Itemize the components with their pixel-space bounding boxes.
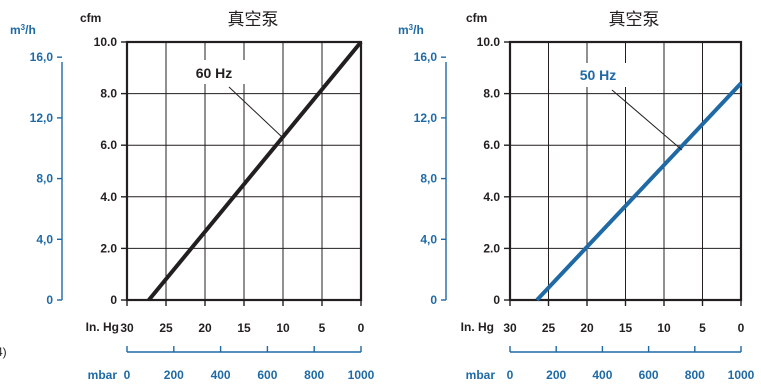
mbar-tick-label: 1000 — [348, 368, 375, 382]
annotation-leader — [611, 89, 683, 151]
series-line — [147, 40, 363, 302]
m3h-tick-label: 4,0 — [36, 232, 53, 246]
series-layer — [535, 81, 743, 302]
page-fragment-label: 4) — [0, 345, 7, 359]
m3h-tick-label: 0 — [46, 293, 53, 307]
inhg-tick-label: 5 — [699, 321, 706, 335]
inhg-tick-label: 0 — [358, 321, 365, 335]
series-line — [535, 81, 743, 302]
mbar-tick-label: 200 — [164, 368, 184, 382]
mbar-tick-label: 200 — [546, 368, 566, 382]
mbar-tick-label: 800 — [304, 368, 324, 382]
series-annotation: 60 Hz — [196, 65, 233, 81]
cfm-tick-label: 2.0 — [100, 241, 117, 255]
mbar-tick-label: 0 — [124, 368, 131, 382]
inhg-axis-unit: In. Hg — [86, 320, 119, 334]
mbar-tick-label: 0 — [507, 368, 514, 382]
series-layer — [147, 40, 363, 302]
m3h-tick-label: 8,0 — [420, 172, 437, 186]
mbar-axis-unit: mbar — [88, 368, 118, 382]
inhg-tick-label: 20 — [198, 321, 212, 335]
inhg-tick-label: 20 — [580, 321, 594, 335]
m3h-tick-labels: 0 4,0 8,0 12,0 16,0 — [414, 50, 446, 307]
m3h-tick-label: 8,0 — [36, 172, 53, 186]
inhg-tick-label: 15 — [619, 321, 633, 335]
mbar-tick-label: 600 — [639, 368, 659, 382]
chart-title: 真空泵 — [609, 10, 660, 30]
mbar-tick-labels: 0 200 400 600 800 1000 — [124, 346, 375, 382]
annotation-leader — [228, 86, 283, 138]
cfm-tick-label: 0 — [493, 293, 500, 307]
inhg-tick-label: 0 — [738, 321, 745, 335]
cfm-tick-label: 10.0 — [94, 35, 118, 49]
inhg-tick-label: 25 — [159, 321, 173, 335]
m3h-tick-label: 12,0 — [414, 111, 438, 125]
cfm-tick-label: 0 — [110, 293, 117, 307]
cfm-axis-unit: cfm — [80, 11, 101, 25]
inhg-axis-unit: In. Hg — [461, 320, 494, 334]
cfm-tick-label: 4.0 — [100, 190, 117, 204]
mbar-tick-label: 600 — [257, 368, 277, 382]
inhg-tick-label: 15 — [237, 321, 251, 335]
cfm-tick-label: 10.0 — [477, 35, 501, 49]
cfm-tick-label: 6.0 — [483, 138, 500, 152]
cfm-axis-unit: cfm — [466, 11, 487, 25]
cfm-tick-label: 8.0 — [100, 87, 117, 101]
cfm-tick-labels: 0 2.0 4.0 6.0 8.0 10.0 — [477, 35, 510, 307]
cfm-tick-label: 2.0 — [483, 241, 500, 255]
inhg-tick-label: 10 — [276, 321, 290, 335]
series-annotation: 50 Hz — [580, 67, 617, 83]
mbar-axis-unit: mbar — [466, 368, 496, 382]
m3h-tick-label: 16,0 — [414, 50, 438, 64]
annotation-backdrop — [565, 63, 635, 87]
m3h-tick-labels: 0 4,0 8,0 12,0 16,0 — [30, 50, 62, 307]
annotation-backdrop — [180, 60, 248, 84]
gridlines — [127, 42, 361, 300]
inhg-tick-label: 10 — [657, 321, 671, 335]
mbar-tick-label: 400 — [211, 368, 231, 382]
m3h-tick-label: 16,0 — [30, 50, 54, 64]
m3h-tick-label: 12,0 — [30, 111, 54, 125]
chart-60hz: 真空泵 m3/h cfm 0 2.0 4.0 6.0 8.0 10.0 0 4,0 8,0 12… — [10, 10, 375, 382]
m3h-axis-unit: m3/h — [398, 23, 424, 38]
m3h-axis-unit: m3/h — [10, 23, 36, 38]
inhg-tick-label: 25 — [542, 321, 556, 335]
m3h-tick-label: 0 — [430, 293, 437, 307]
cfm-tick-label: 8.0 — [483, 87, 500, 101]
cfm-tick-labels: 0 2.0 4.0 6.0 8.0 10.0 — [94, 35, 127, 307]
mbar-tick-label: 800 — [685, 368, 705, 382]
mbar-tick-label: 1000 — [728, 368, 755, 382]
mbar-tick-label: 400 — [592, 368, 612, 382]
inhg-tick-label: 5 — [319, 321, 326, 335]
m3h-tick-label: 4,0 — [420, 232, 437, 246]
chart-title: 真空泵 — [228, 10, 279, 30]
chart-50hz: 真空泵 m3/h cfm 0 2.0 4.0 6.0 8.0 10.0 0 4,0 8,0 12… — [398, 10, 755, 382]
inhg-tick-labels: 30 25 20 15 10 5 0 — [120, 300, 365, 335]
cfm-tick-label: 6.0 — [100, 138, 117, 152]
gridlines — [510, 42, 741, 300]
inhg-tick-label: 30 — [503, 321, 517, 335]
cfm-tick-label: 4.0 — [483, 190, 500, 204]
inhg-tick-labels: 30 25 20 15 10 5 0 — [503, 300, 745, 335]
mbar-tick-labels: 0 200 400 600 800 1000 — [507, 346, 755, 382]
inhg-tick-label: 30 — [120, 321, 134, 335]
